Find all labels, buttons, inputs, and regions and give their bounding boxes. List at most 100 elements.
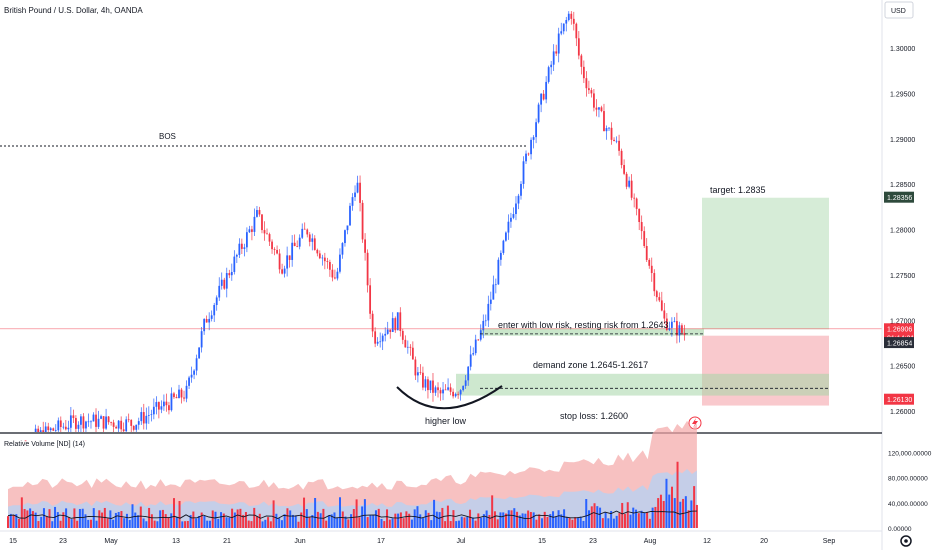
candle-body [663,310,666,319]
volume-bar [26,510,29,528]
candle-body [155,402,158,407]
bos-label: BOS [159,132,176,141]
price-tick-label: 1.28000 [890,228,915,235]
candle-body [34,428,37,432]
candle-body [598,107,600,110]
candle-body [105,416,107,429]
candle-body [404,339,407,348]
candle-body [474,339,477,354]
volume-bar [150,514,153,528]
price-badge [884,393,914,405]
candle-body [447,387,449,390]
volume-bar [654,506,657,528]
candle-body [625,173,628,187]
entry-label: enter with low risk, resting risk from 1… [498,320,669,330]
demand-zone-rect [456,373,829,396]
candle-body [37,428,40,432]
volume-bar [137,515,140,528]
volume-bar [505,513,507,528]
price-tick-label: 1.27500 [890,273,915,280]
volume-bar [45,516,48,528]
volume-bar [623,513,626,528]
candle-body [200,331,203,348]
volume-bar [178,500,181,528]
gear-icon[interactable] [900,535,912,547]
candle-body [80,416,82,425]
candle-body [195,358,198,371]
volume-bar [175,517,178,528]
candle-body [132,425,135,430]
volume-bar [228,517,231,528]
candle-body [655,291,658,298]
time-axis-label: 12 [703,538,711,545]
volume-bar [529,512,532,528]
volume-bar [297,521,300,528]
candle-body [288,255,291,260]
time-axis-label: 20 [760,538,768,545]
candle-body [582,66,585,79]
candle-body [268,234,271,242]
candle-body [502,240,505,253]
volume-bar [275,513,278,528]
time-axis-label: 17 [377,538,385,545]
volume-bar [695,504,698,528]
candle-body [401,330,404,340]
candle-body [577,38,580,56]
candle-body [653,273,656,292]
time-axis[interactable]: 15 23 May 13 21 Jun 17 Jul 15 23 Aug 12 20 Sep [9,538,835,545]
volume-bar [386,509,389,528]
volume-bar [145,521,148,528]
candle-body [180,389,183,398]
volume-bar [535,519,538,528]
candle-body [678,325,681,336]
volume-bar [410,519,413,528]
volume-bar [327,515,330,528]
volume-panel-title: Relative Volume [ND] (14) [4,441,85,448]
volume-bar [593,503,596,528]
volume-bar [629,514,632,528]
volume-bar [571,519,574,528]
volume-bar [460,516,463,528]
volume-bar [18,518,21,528]
candle-body [628,180,631,187]
volume-bar [339,497,341,528]
price-axis-ticks: 1.30000 1.29500 1.29000 1.28500 1.28000 1.275… [890,46,915,416]
volume-bar [247,520,250,528]
candle-body [190,374,193,378]
candle-body [334,277,336,279]
volume-bar [67,517,70,528]
candle-body [572,18,575,24]
candle-body [278,253,281,270]
volume-tick-label: 40,000.00000 [888,501,928,508]
volume-bar [469,509,472,528]
candle-body [479,330,482,340]
volume-bar [532,512,535,528]
currency-button[interactable] [884,1,914,19]
candle-body [364,239,366,253]
volume-bar [220,512,223,528]
candle-body [532,137,535,140]
volume-bar [311,515,314,528]
volume-bar [524,513,527,528]
candle-body [238,243,241,255]
volume-bar [427,512,430,528]
volume-bar [40,516,43,528]
candle-body [183,397,185,399]
volume-axis-ticks: 120,000.00000 80,000.00000 40,000.00000 0.0… [888,451,932,533]
volume-bar [560,514,563,528]
volume-bar [231,508,234,528]
candle-body [603,111,605,132]
candle-body [391,318,394,332]
volume-bar [81,508,84,528]
volume-bar [676,461,679,528]
candle-body [301,228,304,238]
volume-bar [372,515,375,528]
volume-bar [170,513,173,528]
candle-body [326,261,329,263]
time-axis-label: May [104,538,118,545]
volume-bar [222,513,225,528]
volume-bar [78,508,81,528]
candle-body [522,161,525,184]
volume-bar [225,517,228,528]
